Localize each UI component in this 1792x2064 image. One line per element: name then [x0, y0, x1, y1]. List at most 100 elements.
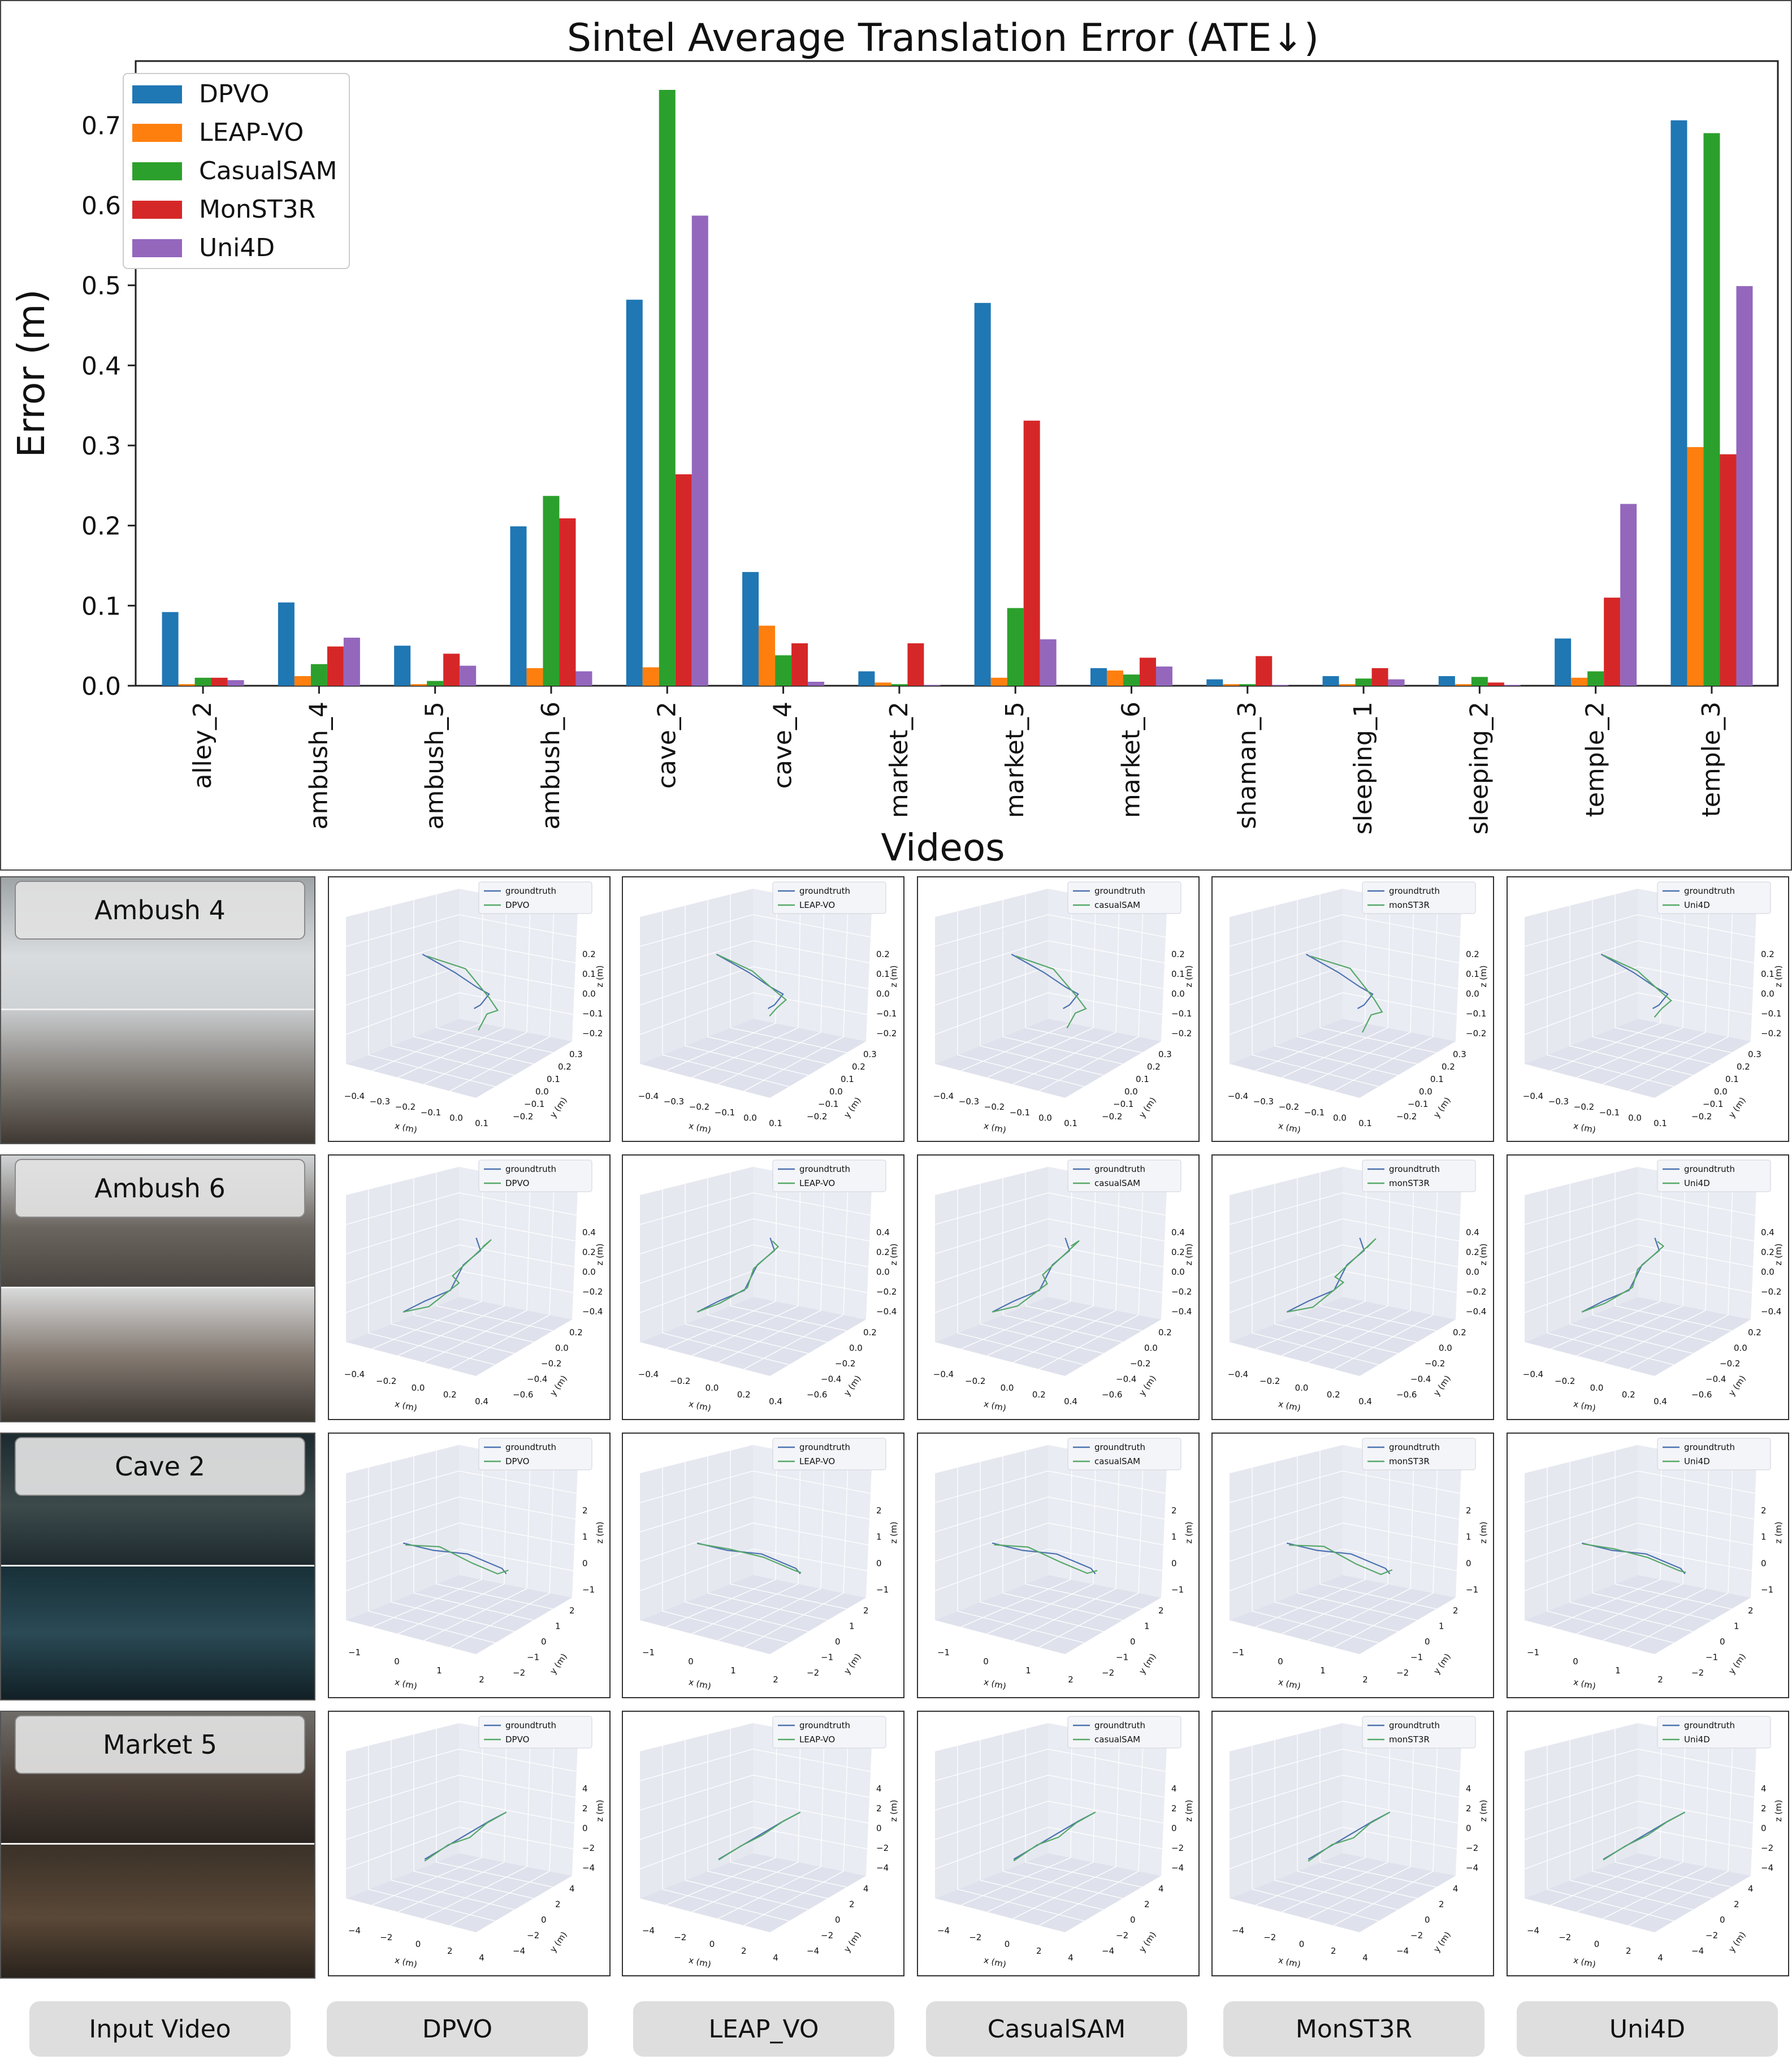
back-pane-left	[640, 1723, 753, 1898]
grid-line	[1660, 1727, 1662, 1858]
grid-line	[1524, 1749, 1638, 1781]
x-tick-label: 2	[773, 1674, 778, 1685]
groundtruth-trajectory	[1286, 1237, 1365, 1313]
grid-line	[1660, 893, 1662, 1024]
grid-line	[986, 1583, 1094, 1634]
x-tick-label: 0	[709, 1939, 715, 1949]
y-tick-label: 0.4	[81, 352, 121, 380]
grid-line	[1070, 1449, 1072, 1580]
grid-line	[1569, 1880, 1694, 1910]
grid-line	[1048, 1270, 1167, 1294]
grid-line	[1432, 906, 1438, 1037]
grid-line	[1524, 1775, 1638, 1811]
column-label: DPVO	[327, 2001, 588, 2057]
y-tick-label: −0.2	[1691, 1111, 1712, 1122]
grid-line	[345, 1522, 460, 1562]
y-tick-label: 0	[835, 1637, 841, 1647]
grid-line	[481, 1449, 483, 1580]
bar-monst3r-shaman_3	[1256, 656, 1272, 686]
grid-line	[752, 914, 872, 938]
trajectory-plot-svg: 0.2 0.1 0.0 −0.1 −0.2 z (m) −0.4 −0.3 −0.2 −0.1 0.…	[933, 881, 1194, 1135]
grid-line	[707, 1314, 828, 1343]
z-tick-label: 0.0	[582, 1267, 596, 1277]
grid-line	[1547, 1054, 1674, 1087]
z-axis-title: z (m)	[889, 966, 899, 988]
plot-legend-box	[772, 1438, 886, 1470]
y-tick-label: 0.1	[1136, 1074, 1149, 1084]
z-tick-label: 0.0	[876, 1267, 890, 1277]
grid-line	[458, 914, 578, 938]
grid-line	[639, 940, 754, 976]
floor-pane	[1525, 1853, 1751, 1932]
bar-leap-vo-cave_4	[759, 625, 776, 686]
bar-monst3r-market_2	[907, 643, 924, 686]
grid-line	[1274, 1323, 1399, 1354]
x-tick-label: −1	[1527, 1647, 1539, 1658]
grid-line	[504, 1453, 507, 1585]
grid-line	[1229, 1496, 1343, 1533]
z-axis-title: z (m)	[595, 1522, 605, 1544]
bar-dpvo-alley_2	[162, 612, 179, 686]
legend-label-gt: groundtruth	[1684, 1720, 1735, 1730]
grid-line	[1281, 1305, 1388, 1356]
y-tick-label: 0.2	[81, 512, 121, 541]
legend-label-gt: groundtruth	[799, 1720, 850, 1730]
x-tick-label: 4	[773, 1953, 778, 1963]
grid-line	[1038, 1036, 1139, 1092]
bar-dpvo-ambush_5	[394, 646, 411, 686]
z-tick-label: −4	[1761, 1863, 1773, 1873]
grid-line	[752, 1192, 872, 1216]
grid-line	[1070, 1727, 1072, 1858]
x-tick-label: −0.1	[1599, 1107, 1620, 1118]
grid-lines	[345, 1171, 578, 1370]
z-axis-title: z (m)	[595, 1244, 605, 1266]
legend-label: MonST3R	[199, 195, 315, 224]
grid-line	[423, 1032, 527, 1085]
y-axis-title: y (m)	[548, 1930, 569, 1954]
grid-line	[1048, 966, 1167, 990]
grid-line	[820, 1180, 825, 1311]
z-axis-title: z (m)	[1773, 1800, 1784, 1822]
grid-line	[1592, 1036, 1713, 1065]
grid-line	[345, 966, 460, 1006]
bar-casualsam-temple_2	[1587, 671, 1604, 686]
bar-dpvo-cave_4	[742, 572, 759, 686]
z-tick-label: −1	[1761, 1585, 1773, 1595]
bar-dpvo-market_5	[974, 302, 991, 686]
grid-line	[1592, 1314, 1713, 1343]
z-tick-label: 4	[1466, 1784, 1471, 1794]
y-tick-label: 1	[849, 1621, 855, 1632]
bar-monst3r-market_5	[1023, 421, 1040, 686]
bar-leap-vo-sleeping_2	[1455, 684, 1471, 686]
grid-line	[1682, 897, 1686, 1028]
grid-line	[458, 1496, 578, 1520]
x-axis-title: x (m)	[688, 1120, 712, 1135]
grid-line	[986, 1862, 1094, 1912]
grid-line	[752, 1548, 872, 1572]
back-pane-left	[640, 889, 753, 1064]
z-tick-label: 2	[1466, 1505, 1471, 1516]
plot-legend: groundtruth Uni4D	[1657, 881, 1771, 914]
grid-line	[1365, 1449, 1367, 1580]
column-label: Uni4D	[1517, 2001, 1778, 2057]
grid-line	[368, 1054, 496, 1087]
legend-label-gt: groundtruth	[1094, 1720, 1145, 1730]
back-pane-right	[1343, 1723, 1461, 1876]
x-tick-label: 0.2	[737, 1390, 751, 1400]
plot-legend-box	[478, 1716, 592, 1749]
bar-casualsam-sleeping_1	[1355, 678, 1372, 686]
plot-legend-box	[1067, 881, 1181, 914]
grid-line	[1002, 1593, 1123, 1621]
grid-line	[934, 1775, 1049, 1811]
method-trajectory	[1602, 954, 1673, 1018]
frame-divider	[1, 1565, 314, 1567]
y-tick-label: −0.4	[527, 1374, 547, 1384]
grid-line	[752, 1244, 872, 1268]
z-tick-label: 0.2	[582, 949, 596, 959]
grid-line	[934, 1470, 1049, 1503]
y-tick-label: 1	[555, 1621, 561, 1632]
z-axis-title: z (m)	[595, 966, 605, 988]
x-axis-title: x (m)	[394, 1399, 418, 1413]
groundtruth-trajectory	[402, 1237, 482, 1313]
